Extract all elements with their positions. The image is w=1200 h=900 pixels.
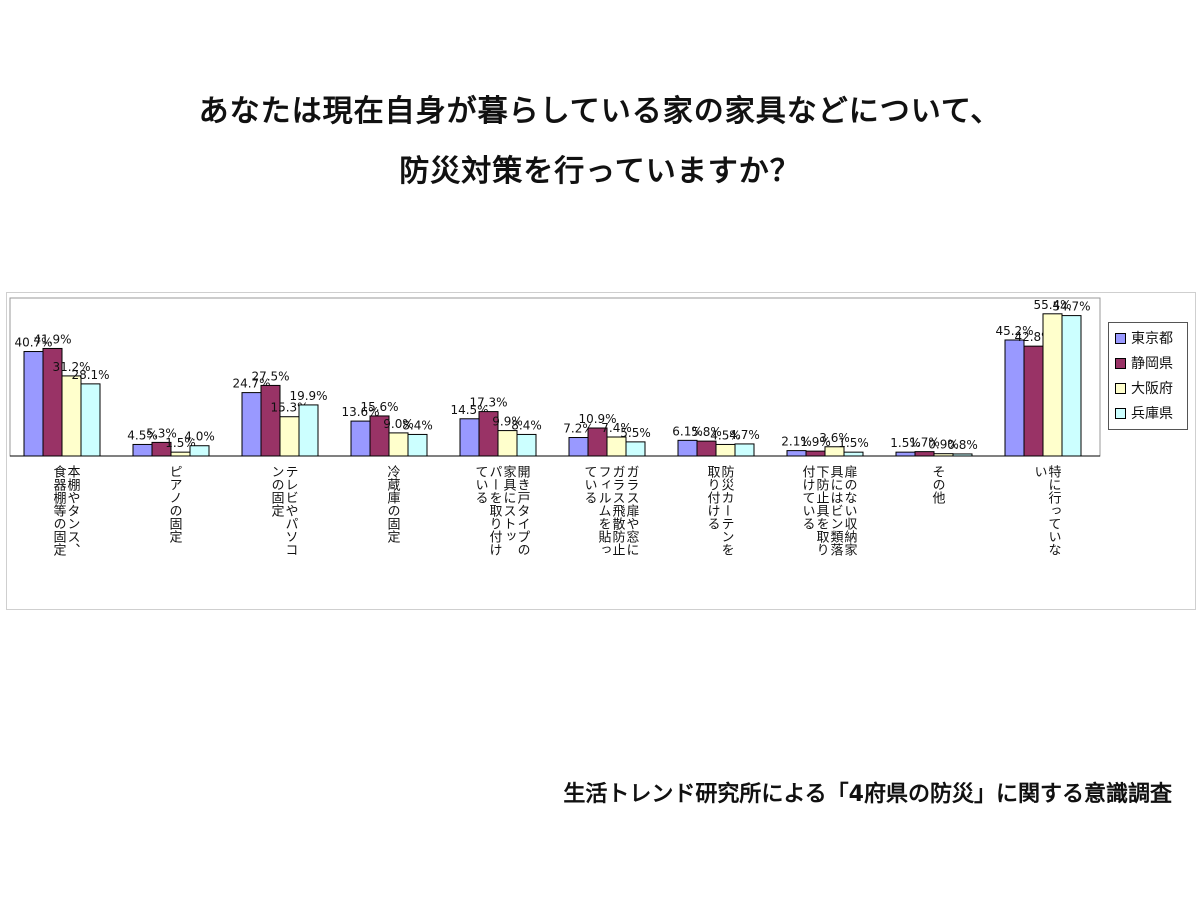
data-label-1-0: 4.5% (127, 428, 158, 442)
bar-9-3 (1061, 315, 1082, 457)
data-label-2-3: 19.9% (289, 389, 327, 403)
bar-5-0 (568, 437, 589, 457)
bar-0-3 (80, 383, 101, 457)
data-label-1-1: 5.3% (146, 426, 177, 440)
data-label-6-0: 6.1% (672, 424, 703, 438)
legend-item-2: 大阪府 (1115, 379, 1173, 397)
bar-8-3 (952, 453, 973, 457)
data-label-3-2: 9.0% (383, 417, 414, 431)
bar-1-0 (132, 443, 153, 457)
bar-9-2 (1042, 313, 1063, 457)
data-label-4-3: 8.4% (511, 418, 542, 432)
category-label-3: 冷蔵庫の固定 (384, 465, 400, 543)
data-label-0-0: 40.7% (14, 336, 52, 350)
bar-6-2 (715, 443, 736, 457)
bar-3-0 (350, 420, 371, 457)
data-label-7-1: 1.9% (800, 435, 831, 449)
data-label-0-2: 31.2% (52, 360, 90, 374)
category-label-4: 開き戸タイプの 家具にストッ パーを取り付け ている (472, 465, 530, 556)
legend: 東京都静岡県大阪府兵庫県 (1108, 322, 1188, 430)
category-label-8: その他 (929, 465, 945, 504)
category-label-1: ピアノの固定 (166, 465, 182, 543)
bar-1-1 (151, 441, 172, 457)
legend-item-3: 兵庫県 (1115, 404, 1173, 422)
bar-6-1 (696, 440, 717, 457)
data-label-5-1: 10.9% (578, 412, 616, 426)
data-label-8-2: 0.9% (928, 438, 959, 452)
data-label-9-2: 55.4% (1033, 298, 1071, 312)
data-label-2-1: 27.5% (251, 369, 289, 383)
category-label-0: 本棚やタンス、 食器棚等の固定 (50, 465, 80, 556)
data-label-8-3: 0.8% (947, 438, 978, 452)
bar-4-2 (497, 430, 518, 457)
legend-label-2: 大阪府 (1131, 381, 1173, 397)
data-label-0-1: 41.9% (33, 332, 71, 346)
bar-6-3 (734, 443, 755, 457)
legend-label-1: 静岡県 (1131, 356, 1173, 372)
category-label-5: ガラス扉や窓に ガラス飛散防止 フィルムを貼っ ている (581, 465, 639, 556)
data-label-5-3: 5.5% (620, 426, 651, 440)
legend-swatch-0 (1115, 332, 1126, 344)
bar-3-2 (388, 432, 409, 457)
data-label-4-1: 17.3% (469, 396, 507, 410)
bar-0-2 (61, 375, 82, 457)
legend-swatch-1 (1115, 357, 1126, 369)
data-label-5-2: 7.4% (601, 421, 632, 435)
data-label-9-3: 54.7% (1052, 300, 1090, 314)
data-label-0-3: 28.1% (71, 368, 109, 382)
category-label-7: 扉のない収納家 具にはビン類落 下防止具を取り 付けている (799, 465, 857, 556)
legend-label-0: 東京都 (1131, 331, 1173, 347)
bar-8-2 (933, 453, 954, 457)
data-label-6-2: 4.5% (710, 428, 741, 442)
data-label-3-3: 8.4% (402, 418, 433, 432)
data-label-4-2: 9.9% (492, 415, 523, 429)
bar-2-1 (260, 384, 281, 457)
bar-8-0 (895, 451, 916, 457)
bar-5-3 (625, 441, 646, 457)
bar-7-1 (805, 450, 826, 457)
legend-swatch-2 (1115, 382, 1126, 394)
source-footer: 生活トレンド研究所による「4府県の防災」に関する意識調査 (563, 782, 1172, 807)
data-label-6-1: 5.8% (691, 425, 722, 439)
chart-title-line-1: あなたは現在自身が暮らしている家の家具などについて、 (198, 94, 1002, 129)
bar-2-3 (298, 404, 319, 457)
data-label-3-1: 15.6% (360, 400, 398, 414)
bar-9-1 (1023, 345, 1044, 457)
legend-item-0: 東京都 (1115, 329, 1173, 347)
bar-9-0 (1004, 339, 1025, 457)
bar-0-0 (23, 351, 44, 457)
bar-2-2 (279, 416, 300, 457)
data-label-7-3: 1.5% (838, 436, 869, 450)
legend-label-3: 兵庫県 (1131, 406, 1173, 422)
data-label-7-2: 3.6% (819, 431, 850, 445)
category-label-9: 特に行っていな い (1031, 465, 1061, 556)
category-label-6: 防災カーテンを 取り付ける (704, 465, 734, 556)
bar-3-3 (407, 433, 428, 457)
chart-title-line-2: 防災対策を行っていますか？ (399, 154, 801, 189)
data-label-1-3: 4.0% (184, 430, 215, 444)
bar-2-0 (241, 392, 262, 457)
data-label-9-0: 45.2% (995, 324, 1033, 338)
data-label-8-1: 1.7% (909, 436, 940, 450)
data-label-5-0: 7.2% (563, 422, 594, 436)
data-label-7-0: 2.1% (781, 435, 812, 449)
bar-1-2 (170, 451, 191, 457)
legend-swatch-3 (1115, 407, 1126, 419)
bar-7-2 (824, 446, 845, 457)
legend-item-1: 静岡県 (1115, 354, 1173, 372)
bar-8-1 (914, 451, 935, 457)
bar-4-3 (516, 433, 537, 457)
bar-7-0 (786, 450, 807, 457)
bar-4-0 (459, 418, 480, 457)
bar-7-3 (843, 451, 864, 457)
bar-6-0 (677, 439, 698, 457)
data-label-6-3: 4.7% (729, 428, 760, 442)
data-label-8-0: 1.5% (890, 436, 921, 450)
data-label-1-2: 1.5% (165, 436, 196, 450)
bar-1-3 (189, 445, 210, 457)
category-label-2: テレビやパソコ ンの固定 (268, 465, 298, 556)
